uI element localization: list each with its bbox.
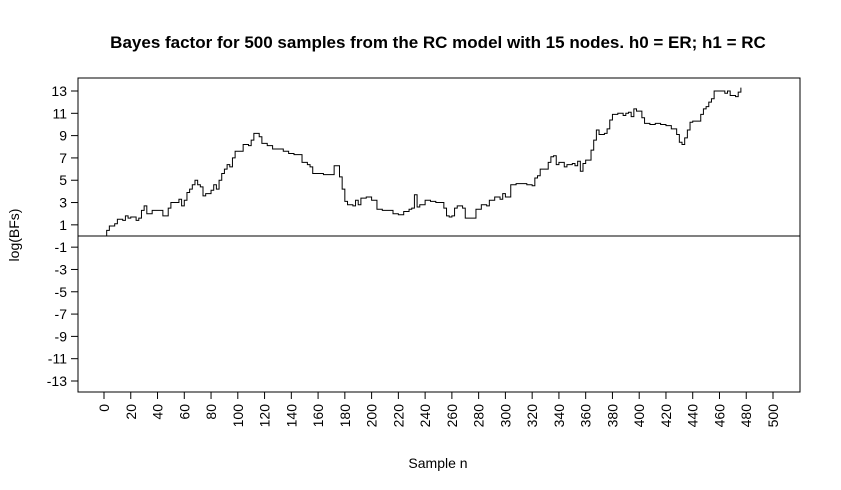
x-tick-label: 340 bbox=[551, 404, 567, 428]
y-axis: 13 11 9 7 5 3 1 -1 -3 -5 -7 -9 -11 -13 bbox=[47, 83, 79, 389]
y-tick-label: 5 bbox=[59, 172, 67, 188]
x-tick-label: 440 bbox=[685, 404, 701, 428]
series-layer bbox=[104, 87, 742, 237]
y-tick-label: -1 bbox=[55, 239, 68, 255]
x-tick-label: 40 bbox=[150, 404, 166, 420]
x-axis-label: Sample n bbox=[408, 455, 467, 471]
x-tick-label: 140 bbox=[283, 404, 299, 428]
x-tick-label: 260 bbox=[444, 404, 460, 428]
x-tick-label: 420 bbox=[658, 404, 674, 428]
y-tick-label: -3 bbox=[55, 261, 68, 277]
y-tick-label: -7 bbox=[55, 306, 68, 322]
x-tick-label: 500 bbox=[765, 404, 781, 428]
x-tick-label: 120 bbox=[257, 404, 273, 428]
y-tick-label: 7 bbox=[59, 150, 67, 166]
plot-frame bbox=[77, 77, 801, 393]
x-tick-label: 80 bbox=[203, 404, 219, 420]
x-tick-label: 320 bbox=[524, 404, 540, 428]
x-tick-label: 460 bbox=[711, 404, 727, 428]
y-tick-label: -9 bbox=[55, 328, 68, 344]
y-tick-label: -11 bbox=[48, 351, 67, 367]
x-tick-label: 220 bbox=[390, 404, 406, 428]
x-tick-label: 380 bbox=[604, 404, 620, 428]
x-tick-label: 20 bbox=[123, 404, 139, 420]
x-tick-label: 0 bbox=[96, 404, 112, 412]
y-tick-label: 3 bbox=[59, 195, 67, 211]
y-axis-label: log(BFs) bbox=[6, 209, 22, 262]
chart-title: Bayes factor for 500 samples from the RC… bbox=[110, 33, 766, 52]
y-tick-label: 13 bbox=[51, 83, 67, 99]
x-tick-label: 400 bbox=[631, 404, 647, 428]
x-tick-label: 100 bbox=[230, 404, 246, 428]
x-tick-label: 180 bbox=[337, 404, 353, 428]
x-tick-label: 240 bbox=[417, 404, 433, 428]
x-tick-label: 280 bbox=[471, 404, 487, 428]
x-axis: 0 20 40 60 80 100 120 140 160 180 200 220 240 260 280 3… bbox=[96, 391, 781, 428]
y-tick-label: 1 bbox=[59, 217, 67, 233]
y-tick-label: 11 bbox=[52, 105, 67, 121]
y-tick-label: -5 bbox=[55, 284, 68, 300]
x-tick-label: 60 bbox=[176, 404, 192, 420]
x-tick-label: 300 bbox=[497, 404, 513, 428]
series-line-0 bbox=[104, 87, 742, 237]
y-tick-label: -13 bbox=[47, 373, 67, 389]
x-tick-label: 480 bbox=[738, 404, 754, 428]
x-tick-label: 360 bbox=[578, 404, 594, 428]
y-tick-label: 9 bbox=[59, 128, 67, 144]
x-tick-label: 200 bbox=[364, 404, 380, 428]
x-tick-label: 160 bbox=[310, 404, 326, 428]
